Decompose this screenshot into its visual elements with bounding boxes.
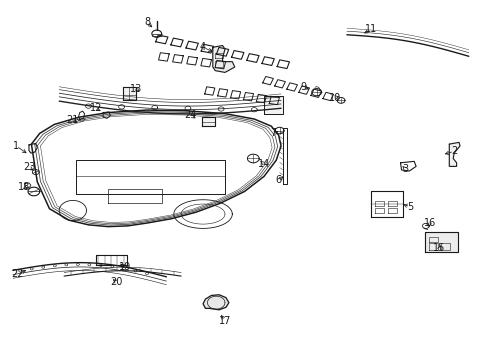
Text: 17: 17 [218, 316, 231, 325]
Text: 2: 2 [450, 146, 456, 156]
Text: 21: 21 [66, 115, 79, 125]
Text: 6: 6 [275, 175, 281, 185]
Polygon shape [203, 295, 228, 310]
Text: 8: 8 [143, 17, 150, 27]
Text: 10: 10 [328, 93, 340, 103]
Text: 11: 11 [365, 24, 377, 35]
Text: 22: 22 [12, 269, 24, 279]
Text: 15: 15 [432, 243, 445, 253]
Text: 9: 9 [299, 82, 305, 92]
Text: 19: 19 [119, 262, 131, 272]
Text: 7: 7 [270, 129, 276, 138]
Text: 23: 23 [23, 162, 35, 172]
Text: 20: 20 [110, 277, 122, 287]
Polygon shape [201, 117, 215, 126]
Text: 14: 14 [257, 159, 269, 169]
Polygon shape [264, 96, 282, 114]
Text: 13: 13 [130, 84, 142, 94]
Polygon shape [424, 231, 457, 252]
Text: 1: 1 [13, 141, 20, 151]
Text: 16: 16 [423, 218, 435, 228]
Text: 4: 4 [200, 42, 206, 52]
Polygon shape [122, 87, 136, 100]
Polygon shape [212, 45, 234, 72]
Text: 12: 12 [89, 103, 102, 113]
Text: 3: 3 [402, 164, 407, 174]
Text: 5: 5 [407, 202, 412, 212]
Text: 18: 18 [18, 182, 30, 192]
Text: 24: 24 [184, 111, 197, 121]
Polygon shape [448, 142, 459, 166]
